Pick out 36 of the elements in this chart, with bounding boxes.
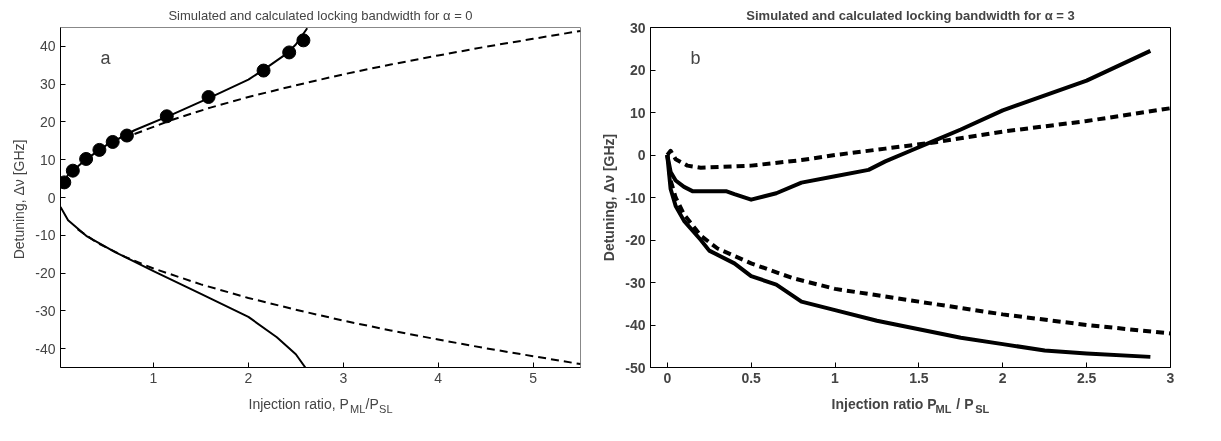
y-tick-label: -20	[625, 232, 646, 248]
y-tick-label: -30	[625, 274, 646, 291]
x-tick-label: 2.5	[1076, 369, 1097, 386]
y-tick-label: -50	[625, 359, 646, 376]
x-tick-label: 5	[529, 369, 538, 386]
x-tick-label: 4	[434, 369, 443, 386]
x-tick-label: 1	[831, 369, 840, 386]
y-tick-label: -20	[35, 265, 56, 282]
chart-title: Simulated and calculated locking bandwidth for α = 0	[168, 7, 473, 23]
y-tick-label: 20	[629, 62, 646, 78]
y-tick-label: -40	[625, 317, 646, 333]
y-tick-label: 0	[47, 189, 56, 206]
y-tick-label: 30	[39, 76, 56, 93]
x-tick-label: 1.5	[909, 369, 929, 386]
x-tick-label: 0	[663, 369, 672, 386]
y-axis-title: Detuning, Δν [GHz]	[11, 139, 28, 260]
y-tick-label: 40	[39, 38, 56, 55]
x-tick-label: 2	[998, 369, 1007, 386]
y-tick-label: 0	[637, 147, 646, 163]
y-tick-label: -10	[35, 227, 56, 244]
x-tick-label: 0.5	[741, 369, 762, 386]
y-tick-label: -10	[625, 189, 646, 206]
y-tick-label: -30	[35, 302, 56, 319]
y-tick-label: 30	[629, 19, 646, 36]
chart-title: Simulated and calculated locking bandwidth for α = 3	[746, 7, 1075, 23]
y-tick-label: 10	[629, 104, 646, 121]
y-tick-label: -40	[35, 340, 56, 357]
x-tick-label: 1	[149, 369, 158, 386]
x-tick-label: 3	[339, 369, 348, 386]
x-tick-label: 2	[244, 369, 253, 386]
y-tick-label: 10	[39, 151, 56, 168]
y-tick-label: 20	[39, 113, 56, 130]
x-tick-label: 3	[1166, 369, 1175, 386]
annotation: b	[690, 47, 701, 68]
annotation: a	[100, 47, 112, 68]
y-axis-title: Detuning, Δν [GHz]	[601, 133, 618, 262]
